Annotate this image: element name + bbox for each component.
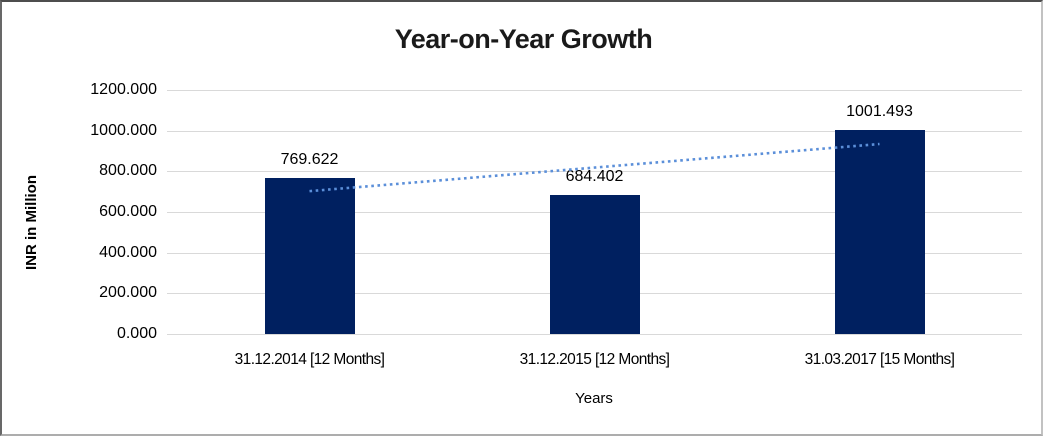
y-tick-label: 200.000: [99, 284, 157, 302]
bar: [264, 177, 355, 334]
y-tick-label: 1200.000: [90, 81, 157, 98]
bar-value-label: 684.402: [565, 167, 624, 185]
y-tick-label: 0.000: [116, 325, 157, 342]
trendline: [309, 142, 880, 193]
gridline: [167, 171, 1022, 173]
y-tick-label: 600.000: [99, 203, 157, 220]
x-tick-label: 31.12.2015 [12 Months]: [519, 351, 670, 368]
gridline: [167, 130, 1022, 132]
bar-value-label: 769.622: [280, 150, 339, 168]
gridline: [167, 90, 1022, 91]
y-axis-title: INR in Million: [23, 175, 40, 270]
y-tick-label: 1000.000: [90, 121, 157, 139]
bar: [549, 194, 640, 334]
x-tick-label: 31.03.2017 [15 Months]: [804, 351, 955, 368]
x-tick-label: 31.12.2014 [12 Months]: [234, 351, 385, 368]
bar-value-label: 1001.493: [846, 103, 913, 121]
bar: [834, 130, 925, 334]
y-tick-label: 800.000: [99, 162, 157, 180]
chart-title: Year-on-Year Growth: [394, 24, 653, 54]
gridline: [167, 334, 1022, 335]
x-axis-title: Years: [575, 390, 613, 407]
y-tick-label: 400.000: [99, 243, 157, 261]
